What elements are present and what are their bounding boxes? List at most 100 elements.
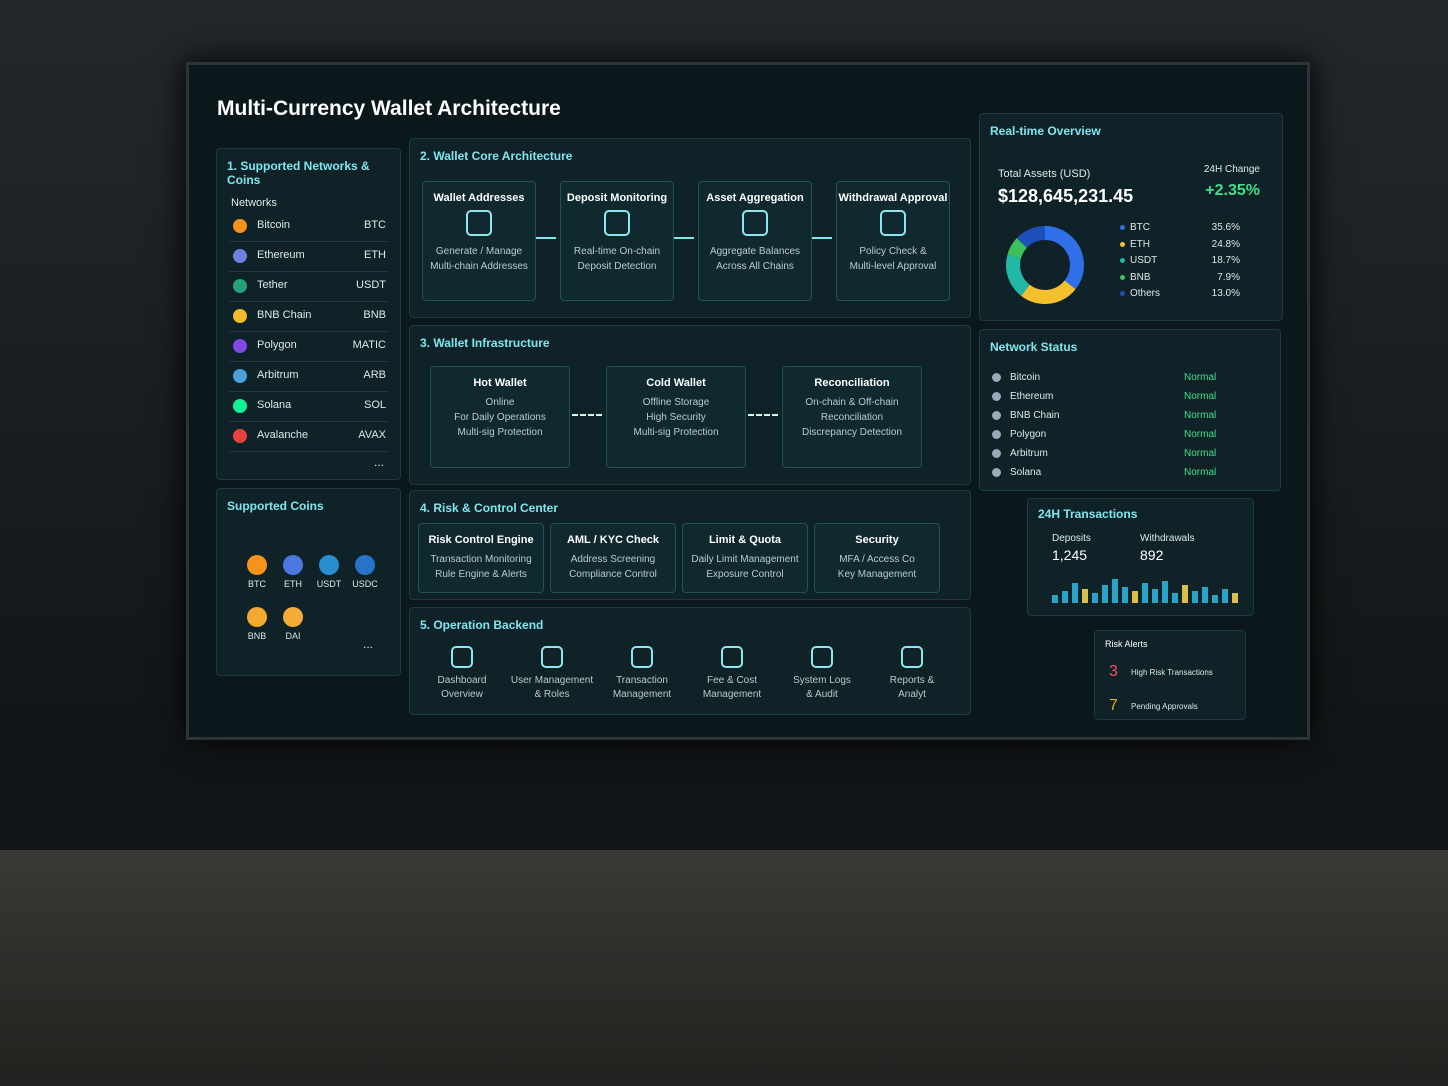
panel-title: 3. Wallet Infrastructure — [420, 336, 550, 350]
ops-icon — [901, 646, 923, 668]
coin-icon — [355, 555, 375, 575]
box-line: On-chain & Off-chain — [805, 397, 899, 408]
alert-count: 7 — [1109, 697, 1118, 714]
panel-title: 24H Transactions — [1038, 507, 1138, 521]
box-line: Online — [485, 397, 515, 408]
network-icon — [233, 339, 247, 353]
panel-title: 2. Wallet Core Architecture — [420, 149, 573, 163]
panel-title: 1. Supported Networks & Coins — [227, 159, 370, 187]
donut-segment — [1006, 226, 1084, 304]
status-value: Normal — [1184, 372, 1217, 383]
core-step: Asset Aggregation Aggregate Balances Acros… — [698, 181, 812, 301]
coin-symbol: BTC — [248, 579, 266, 589]
table — [0, 850, 1448, 1086]
legend-dot — [1120, 225, 1125, 230]
flow-arrow — [812, 237, 832, 239]
flow-arrow — [748, 414, 778, 416]
decor-bar — [1182, 585, 1188, 603]
network-icon — [233, 219, 247, 233]
network-icon — [233, 369, 247, 383]
core-step: Wallet Addresses Generate / Manage Multi-c… — [422, 181, 536, 301]
ops-line: Analyt — [898, 689, 926, 700]
infra-item: Hot Wallet Online For Daily Operations Mult… — [430, 366, 570, 468]
network-symbol: AVAX — [358, 429, 386, 441]
decor-bar — [1162, 581, 1168, 603]
ops-item: Transaction Management — [600, 646, 684, 708]
box-line: Discrepancy Detection — [801, 427, 903, 438]
ops-item: Fee & Cost Management — [690, 646, 774, 708]
network-symbol: ETH — [364, 249, 386, 261]
panel-title: Network Status — [990, 340, 1078, 354]
legend-value: 13.0% — [1211, 288, 1240, 299]
ops-line: & Roles — [534, 689, 570, 700]
network-symbol: MATIC — [352, 339, 386, 351]
status-name: Ethereum — [1010, 391, 1054, 402]
network-icon — [233, 429, 247, 443]
row-divider — [229, 301, 388, 302]
box-title: Security — [855, 534, 899, 546]
ops-line: Fee & Cost — [706, 675, 758, 686]
ops-icon — [721, 646, 743, 668]
deposits-value: 1,245 — [1052, 547, 1088, 563]
box-line: Reconciliation — [820, 412, 884, 423]
box-icon — [880, 210, 906, 236]
deposits-label: Deposits — [1052, 533, 1091, 544]
box-line: Transaction Monitoring — [430, 554, 532, 565]
decor-bar — [1062, 591, 1068, 603]
network-symbol: SOL — [363, 399, 386, 411]
network-name: BNB Chain — [257, 309, 312, 321]
box-line: Across All Chains — [716, 261, 794, 272]
decor-bar — [1132, 591, 1138, 603]
network-symbol: USDT — [356, 279, 386, 291]
decor-bar — [1192, 591, 1198, 603]
coin-symbol: USDT — [316, 579, 342, 589]
ops-line: Reports & — [889, 675, 935, 686]
decor-bar — [1212, 595, 1218, 603]
row-divider — [229, 331, 388, 332]
decor-bar — [1122, 587, 1128, 603]
legend-value: 18.7% — [1211, 255, 1240, 266]
network-name: Avalanche — [257, 429, 309, 441]
legend-dot — [1120, 291, 1125, 296]
network-name: Ethereum — [257, 249, 305, 261]
page-title: Multi-Currency Wallet Architecture — [217, 97, 561, 120]
box-title: Limit & Quota — [708, 534, 782, 546]
infra-panel: 3. Wallet Infrastructure Hot Wallet Online… — [409, 325, 971, 485]
box-line: Real-time On-chain — [573, 246, 661, 257]
box-line: MFA / Access Co — [839, 554, 915, 565]
legend-value: 7.9% — [1217, 271, 1240, 283]
box-line: Key Management — [837, 569, 917, 580]
status-icon — [992, 392, 1001, 401]
decor-bar — [1082, 589, 1088, 603]
coin-symbol: ETH — [284, 579, 302, 589]
coin-symbol: DAI — [285, 631, 301, 641]
ops-item: System Logs & Audit — [780, 646, 864, 708]
core-panel: 2. Wallet Core Architecture Wallet Addres… — [409, 138, 971, 318]
box-line: Compliance Control — [569, 569, 657, 580]
legend-dot — [1120, 241, 1125, 247]
ops-item: Reports & Analyt — [870, 646, 954, 708]
legend-dot — [1120, 274, 1125, 280]
coins-panel: Supported Coins BTC ETH USDT USDC BNB DAI... — [216, 488, 401, 676]
status-panel: Network Status Bitcoin Normal Ethereum Norma… — [979, 329, 1281, 491]
box-title: AML / KYC Check — [566, 534, 660, 546]
withdrawals-label: Withdrawals — [1140, 533, 1195, 544]
legend-dot — [1120, 258, 1125, 263]
alert-count: 3 — [1109, 663, 1118, 680]
ops-item: User Management & Roles — [510, 646, 594, 708]
risk-item: AML / KYC Check Address Screening Complian… — [550, 523, 676, 593]
ops-line: Overview — [441, 689, 483, 700]
decor-bar — [1172, 593, 1178, 603]
donut-segment — [1006, 226, 1084, 304]
network-symbol: BTC — [364, 219, 386, 231]
network-name: Bitcoin — [257, 219, 291, 231]
row-divider — [229, 361, 388, 362]
decor-bar — [1102, 585, 1108, 603]
status-icon — [992, 430, 1001, 439]
box-line: Daily Limit Management — [691, 554, 799, 565]
box-title: Reconciliation — [814, 377, 890, 389]
status-icon — [992, 411, 1001, 420]
box-line: For Daily Operations — [454, 412, 546, 423]
network-name: Solana — [257, 399, 292, 411]
box-line: Multi-level Approval — [849, 261, 937, 272]
